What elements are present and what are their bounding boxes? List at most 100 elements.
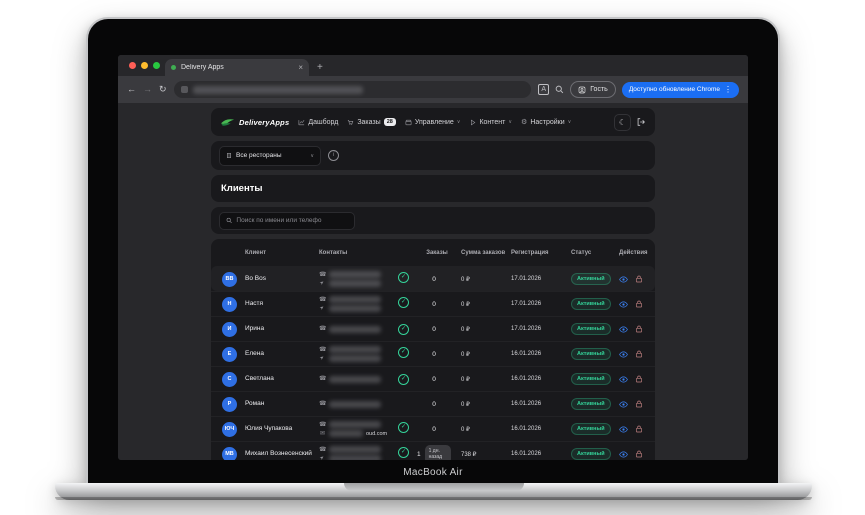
close-window-button[interactable] — [129, 62, 136, 69]
orders-cell: 0 — [417, 301, 461, 308]
status-badge: Активный — [571, 323, 611, 335]
orders-cell: 0 — [417, 401, 461, 408]
table-row[interactable]: С Светлана ☎ ✓ 0 0 ₽16.01.2026 Активный — [211, 366, 655, 391]
contact-lines: ☎ — [319, 325, 395, 333]
brand[interactable]: DeliveryApps — [220, 117, 289, 127]
nav-item-orders[interactable]: Заказы 28 — [347, 118, 396, 126]
block-lock-icon[interactable] — [635, 325, 643, 333]
brand-logo-icon — [220, 119, 235, 126]
registration-date: 16.01.2026 — [511, 426, 542, 432]
search-input-wrap[interactable] — [219, 211, 355, 230]
chevron-down-icon: ∨ — [456, 119, 461, 125]
view-eye-icon[interactable] — [619, 450, 628, 459]
contact-line: ☎ — [319, 375, 395, 383]
column-header: Контакты — [319, 249, 348, 256]
view-eye-icon[interactable] — [619, 400, 628, 409]
view-eye-icon[interactable] — [619, 350, 628, 359]
guest-profile-chip[interactable]: Гость — [570, 81, 616, 98]
registration-date: 17.01.2026 — [511, 301, 542, 307]
table-row[interactable]: Е Елена ☎ ➤ ✓ 0 0 ₽16.01.2026 Активный — [211, 341, 655, 366]
nav-item-content[interactable]: Контент ∨ — [469, 119, 512, 126]
search-input[interactable] — [236, 217, 348, 224]
block-lock-icon[interactable] — [635, 450, 643, 458]
block-lock-icon[interactable] — [635, 375, 643, 383]
nav-item-settings[interactable]: ⚙ Настройки ∨ — [521, 119, 571, 126]
contact-lines: ☎ ➤ — [319, 271, 395, 287]
block-lock-icon[interactable] — [635, 350, 643, 358]
contact-lines: ☎ ➤ — [319, 296, 395, 312]
registration-date: 17.01.2026 — [511, 326, 542, 332]
new-tab-button[interactable]: + — [317, 62, 323, 73]
macbook-label: MacBook Air — [403, 467, 463, 478]
back-icon[interactable]: ← — [127, 84, 136, 94]
logout-icon[interactable] — [636, 117, 646, 127]
contact-redacted — [329, 296, 381, 303]
block-lock-icon[interactable] — [635, 400, 643, 408]
browser-tab[interactable]: Delivery Apps × — [165, 59, 309, 76]
orders-sum: 0 ₽ — [461, 426, 470, 433]
status-badge: Активный — [571, 298, 611, 310]
content-icon — [471, 119, 476, 125]
forward-icon[interactable]: → — [143, 84, 152, 94]
chrome-update-button[interactable]: Доступно обновление Chrome ⋮ — [621, 81, 739, 98]
verified-check-icon: ✓ — [398, 297, 409, 308]
nav-item-dashboard[interactable]: Дашборд — [298, 119, 338, 126]
contact-redacted — [329, 305, 381, 312]
laptop-screen: Delivery Apps × + ← → ↻ A — [86, 17, 780, 485]
info-icon[interactable]: i — [328, 150, 339, 161]
block-lock-icon[interactable] — [635, 300, 643, 308]
email-icon: ✉ — [319, 430, 326, 437]
nav-item-management[interactable]: Управление ∨ — [405, 119, 461, 126]
address-bar[interactable] — [173, 81, 532, 98]
table-row[interactable]: Н Настя ☎ ➤ ✓ 0 0 ₽17.01.2026 Активный — [211, 291, 655, 316]
contact-line: ☎ — [319, 325, 395, 333]
contact-redacted — [329, 280, 381, 287]
nav-item-label: Заказы — [357, 118, 381, 126]
zoom-icon[interactable] — [555, 85, 564, 94]
page-header: Клиенты — [211, 175, 655, 202]
block-lock-icon[interactable] — [635, 425, 643, 433]
browser-toolbar: ← → ↻ A — [118, 76, 748, 103]
contact-lines: ☎ ➤ — [319, 446, 395, 460]
table-row[interactable]: И Ирина ☎ ✓ 0 0 ₽17.01.2026 Активный — [211, 316, 655, 341]
nav-item-label: Контент — [479, 118, 506, 126]
table-row[interactable]: BB Bo Bos ☎ ➤ ✓ 0 0 ₽17.01.2026 Активный — [211, 266, 655, 291]
table-row[interactable]: Р Роман ☎ 0 0 ₽ 16.01.2026 Активный — [211, 391, 655, 416]
client-name: Светлана — [245, 375, 274, 383]
moon-icon: ☾ — [618, 117, 627, 127]
orders-cell: 0 — [417, 276, 461, 283]
site-settings-icon[interactable] — [180, 86, 188, 93]
zoom-window-button[interactable] — [153, 62, 160, 69]
verified-check-icon: ✓ — [398, 422, 409, 433]
contact-redacted — [329, 400, 381, 408]
verified-check-icon: ✓ — [398, 347, 409, 358]
minimize-window-button[interactable] — [141, 62, 148, 69]
view-eye-icon[interactable] — [619, 325, 628, 334]
contact-line: ☎ — [319, 271, 395, 278]
view-eye-icon[interactable] — [619, 425, 628, 434]
table-row[interactable]: МВ Михаил Вознесенский ☎ ➤ ✓ 1 1 дн. назад 738 … — [211, 441, 655, 460]
block-lock-icon[interactable] — [635, 275, 643, 283]
view-eye-icon[interactable] — [619, 375, 628, 384]
view-eye-icon[interactable] — [619, 300, 628, 309]
chrome-menu-icon[interactable]: ⋮ — [724, 85, 732, 94]
restaurant-building-icon — [227, 153, 231, 158]
tab-close-icon[interactable]: × — [298, 62, 303, 72]
contact-line: ☎ — [319, 421, 395, 428]
view-eye-icon[interactable] — [619, 275, 628, 284]
status-cell: Активный — [571, 423, 619, 435]
reload-icon[interactable]: ↻ — [159, 84, 167, 94]
table-row[interactable]: ЮЧ Юлия Чупакова ☎ ✉ oud.com ✓ 0 0 ₽ 16.01.2026 А… — [211, 416, 655, 441]
restaurant-select[interactable]: Все рестораны ∨ — [219, 145, 321, 166]
avatar: Е — [222, 346, 237, 362]
table-body: BB Bo Bos ☎ ➤ ✓ 0 0 ₽17.01.2026 Активный Н Настя ☎… — [211, 266, 655, 460]
orders-cell: 0 — [417, 351, 461, 358]
theme-toggle-button[interactable]: ☾ — [614, 113, 631, 131]
avatar: С — [222, 371, 237, 387]
registration-date: 16.01.2026 — [511, 401, 542, 407]
translate-icon[interactable]: A — [538, 84, 550, 95]
client-name: Настя — [245, 300, 264, 308]
tab-title: Delivery Apps — [181, 64, 224, 71]
status-cell: Активный — [571, 373, 619, 385]
